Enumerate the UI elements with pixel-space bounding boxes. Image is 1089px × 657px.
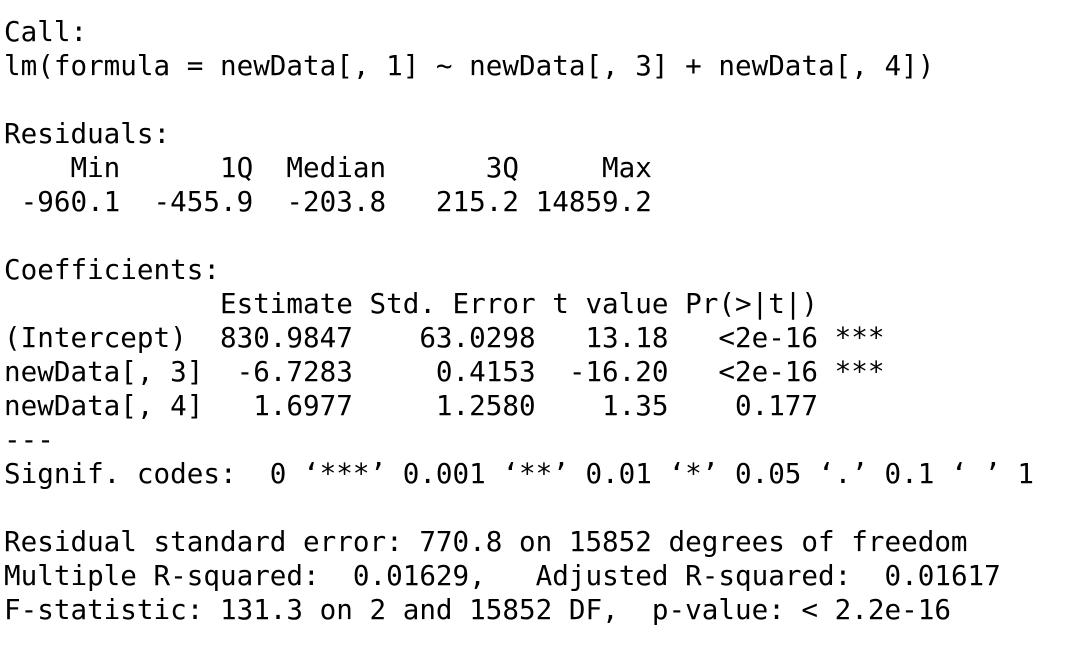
blank-line [4, 83, 1034, 117]
call-formula: lm(formula = newData[, 1] ~ newData[, 3]… [4, 49, 935, 82]
blank-line [4, 491, 1034, 525]
coefficients-header: Coefficients: [4, 253, 220, 286]
coefficients-row-intercept: (Intercept) 830.9847 63.0298 13.18 <2e-1… [4, 321, 885, 354]
blank-line [4, 219, 1034, 253]
f-statistic-line: F-statistic: 131.3 on 2 and 15852 DF, p-… [4, 593, 951, 626]
coefficients-column-headers: Estimate Std. Error t value Pr(>|t|) [4, 287, 885, 320]
signif-codes-legend: Signif. codes: 0 ‘***’ 0.001 ‘**’ 0.01 ‘… [4, 457, 1034, 490]
residuals-header: Residuals: [4, 117, 171, 150]
call-header: Call: [4, 15, 88, 48]
separator-line: --- [4, 423, 54, 456]
residuals-quantile-values: -960.1 -455.9 -203.8 215.2 14859.2 [4, 185, 669, 218]
residual-standard-error: Residual standard error: 770.8 on 15852 … [4, 525, 968, 558]
r-squared-line: Multiple R-squared: 0.01629, Adjusted R-… [4, 559, 1018, 592]
coefficients-row-newdata-3: newData[, 3] -6.7283 0.4153 -16.20 <2e-1… [4, 355, 885, 388]
r-console-output: Call: lm(formula = newData[, 1] ~ newData… [4, 15, 1034, 627]
residuals-quantile-labels: Min 1Q Median 3Q Max [4, 151, 669, 184]
coefficients-row-newdata-4: newData[, 4] 1.6977 1.2580 1.35 0.177 [4, 389, 885, 422]
